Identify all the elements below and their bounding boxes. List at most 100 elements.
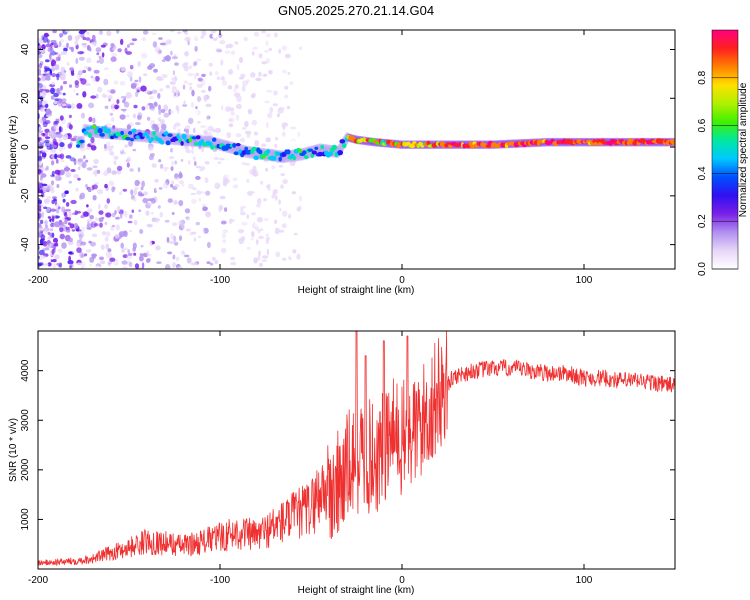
spectrogram-y-tick-label: -40 <box>20 237 31 252</box>
spectrogram-noise-cell <box>42 238 45 241</box>
spectrogram-noise-cell <box>175 89 180 95</box>
spectrogram-noise-cell <box>130 189 134 196</box>
spectrogram-noise-cell <box>140 85 147 92</box>
spectrogram-noise-cell <box>282 131 286 137</box>
spectrogram-noise-cell <box>133 189 138 196</box>
spectrogram-noise-cell <box>60 159 65 162</box>
spectrogram-noise-cell <box>85 37 91 41</box>
snr-y-tick-label: 3000 <box>20 409 31 432</box>
spectrogram-noise-cell <box>179 235 182 242</box>
spectrogram-noise-cell <box>115 216 120 220</box>
spectrogram-noise-cell <box>296 114 302 120</box>
spectrogram-noise-cell <box>95 47 102 53</box>
spectrogram-noise-cell <box>115 93 121 99</box>
spectrogram-ridge-cell <box>210 144 215 150</box>
spectrogram-noise-cell <box>215 71 219 76</box>
spectrogram-noise-cell <box>116 125 121 131</box>
spectrogram-noise-cell <box>306 159 312 164</box>
spectrogram-noise-cell <box>43 222 47 226</box>
spectrogram-ridge-cell <box>191 136 197 140</box>
spectrogram-noise-cell <box>44 167 49 171</box>
spectrogram-noise-cell <box>63 47 68 52</box>
spectrogram-noise-cell <box>100 260 106 265</box>
spectrogram-noise-cell <box>89 47 92 52</box>
spectrogram-noise-cell <box>123 210 128 218</box>
spectrogram-noise-cell <box>275 136 278 141</box>
spectrogram-noise-cell <box>92 165 98 169</box>
spectrogram-ridge <box>75 123 675 163</box>
spectrogram-noise-cell <box>238 237 244 245</box>
spectrogram-noise-cell <box>165 84 170 89</box>
spectrogram-noise-cell <box>91 185 95 191</box>
spectrogram-ridge-cell <box>152 130 157 136</box>
spectrogram-noise-cell <box>168 240 175 245</box>
spectrogram-noise-cell <box>176 31 182 34</box>
spectrogram-noise-cell <box>55 158 59 164</box>
spectrogram-noise-cell <box>289 116 294 123</box>
spectrogram-noise-cell <box>244 120 249 128</box>
spectrogram-noise-cell <box>142 197 149 204</box>
spectrogram-noise-cell <box>157 92 161 99</box>
spectrogram-noise-cell <box>280 73 287 80</box>
spectrogram-noise-cell <box>50 208 56 212</box>
spectrogram-noise-cell <box>296 253 301 260</box>
spectrogram-noise-cell <box>111 52 118 58</box>
spectrogram-noise-cell <box>154 217 160 223</box>
spectrogram-noise-cell <box>247 191 254 197</box>
spectrogram-noise-cell <box>139 253 144 257</box>
spectrogram-noise-cell <box>53 124 59 131</box>
spectrogram-noise-cell <box>70 103 75 110</box>
spectrogram-noise-cell <box>273 32 278 38</box>
spectrogram-noise-cell <box>241 85 246 92</box>
spectrogram-noise-cell <box>80 266 84 269</box>
spectrogram-noise-cell <box>73 135 78 139</box>
spectrogram-ridge-cell <box>327 151 334 157</box>
snr-y-label: SNR (10 * v/v) <box>8 418 19 482</box>
spectrogram-ridge-cell <box>163 131 169 136</box>
spectrogram-ridge-cell <box>88 132 93 139</box>
spectrogram-ridge-cell <box>233 151 239 156</box>
spectrogram-ridge-cell <box>79 139 85 144</box>
spectrogram-noise-cell <box>259 228 264 232</box>
spectrogram-noise-cell <box>41 150 49 153</box>
spectrogram-noise-cell <box>46 72 51 79</box>
spectrogram-noise-cell <box>200 125 207 128</box>
spectrogram-noise-cell <box>38 258 41 262</box>
spectrogram-noise-cell <box>251 231 255 238</box>
spectrogram-noise-cell <box>228 69 234 75</box>
spectrogram-noise-cell <box>184 31 189 36</box>
spectrogram-noise-cell <box>228 118 233 122</box>
spectrogram-noise-cell <box>100 44 106 48</box>
spectrogram-noise-cell <box>265 137 271 143</box>
spectrogram-noise-cell <box>85 83 91 86</box>
spectrogram-ridge-cell <box>146 135 150 140</box>
spectrogram-noise-cell <box>243 36 248 42</box>
spectrogram-ridge-cell <box>307 148 314 152</box>
spectrogram-noise-cell <box>251 212 256 216</box>
spectrogram-noise-cell <box>191 198 197 204</box>
spectrogram-noise-cell <box>203 129 208 136</box>
snr-frame <box>37 330 676 570</box>
spectrogram-noise-cell <box>185 228 191 232</box>
spectrogram-noise-cell <box>170 166 174 172</box>
spectrogram-noise-cell <box>174 62 179 66</box>
spectrogram-noise-cell <box>80 30 87 33</box>
spectrogram-noise-cell <box>134 179 140 187</box>
spectrogram-noise-cell <box>195 175 201 180</box>
spectrogram-ridge-cell <box>266 149 271 154</box>
spectrogram-noise-cell <box>195 221 200 226</box>
spectrogram-noise-cell <box>140 186 144 191</box>
spectrogram-ridge-cell <box>97 128 103 134</box>
spectrogram-noise-cell <box>134 263 140 269</box>
spectrogram-noise-cell <box>80 32 85 38</box>
spectrogram-noise-cell <box>196 120 201 124</box>
spectrogram-noise-cell <box>40 75 45 83</box>
spectrogram-noise-cell <box>104 105 109 110</box>
spectrogram-noise-cell <box>279 207 282 212</box>
spectrogram-noise-cell <box>38 199 42 205</box>
spectrogram-noise-cell <box>228 218 233 224</box>
spectrogram-noise-cell <box>304 35 309 42</box>
spectrogram-noise-cell <box>297 131 301 137</box>
spectrogram-noise-cell <box>86 226 92 230</box>
